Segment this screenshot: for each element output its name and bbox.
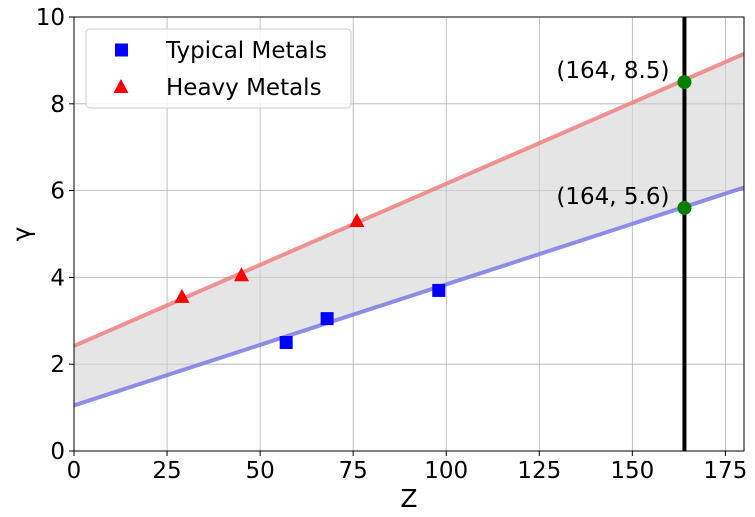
x-tick-label: 150: [610, 458, 654, 484]
legend-square-icon: [115, 43, 128, 57]
highlight-label: (164, 8.5): [556, 58, 669, 84]
x-tick-label: 100: [424, 458, 468, 484]
legend-box: [85, 28, 352, 109]
axis-ticks: 0 25 50 75 100 125 150 175 0 2 4 6 8 10: [36, 5, 748, 484]
x-tick-label: 75: [339, 458, 368, 484]
legend-label: Typical Metals: [165, 38, 327, 64]
y-axis-label: γ: [7, 226, 36, 241]
shaded-band: [74, 53, 744, 406]
y-tick-label: 6: [50, 179, 65, 205]
x-axis-label: Z: [400, 484, 417, 513]
square-marker: [432, 283, 446, 297]
triangle-marker: [349, 212, 365, 227]
highlight-points: (164, 8.5) (164, 5.6): [556, 58, 692, 215]
y-tick-label: 0: [50, 439, 65, 465]
y-tick-label: 8: [50, 92, 65, 118]
highlight-dot: [677, 75, 692, 90]
x-tick-label: 50: [245, 458, 274, 484]
y-tick-label: 4: [50, 265, 65, 291]
triangle-marker: [174, 288, 190, 303]
x-tick-label: 25: [152, 458, 181, 484]
y-tick-label: 10: [36, 5, 65, 31]
square-marker: [320, 312, 334, 326]
y-tick-label: 2: [50, 352, 65, 378]
highlight-dot: [677, 200, 692, 215]
x-tick-label: 0: [67, 458, 82, 484]
square-marker: [279, 336, 293, 349]
triangle-marker: [234, 267, 249, 282]
x-tick-label: 175: [703, 458, 747, 484]
lower-line: [73, 185, 745, 408]
legend: Typical Metals Heavy Metals: [85, 28, 352, 109]
highlight-label: (164, 5.6): [556, 184, 669, 210]
band-area: [74, 53, 744, 406]
data-points: [174, 212, 446, 349]
x-tick-label: 125: [517, 458, 561, 484]
plot-frame: [73, 16, 745, 452]
legend-label: Heavy Metals: [166, 75, 322, 101]
legend-triangle-icon: [113, 79, 129, 93]
